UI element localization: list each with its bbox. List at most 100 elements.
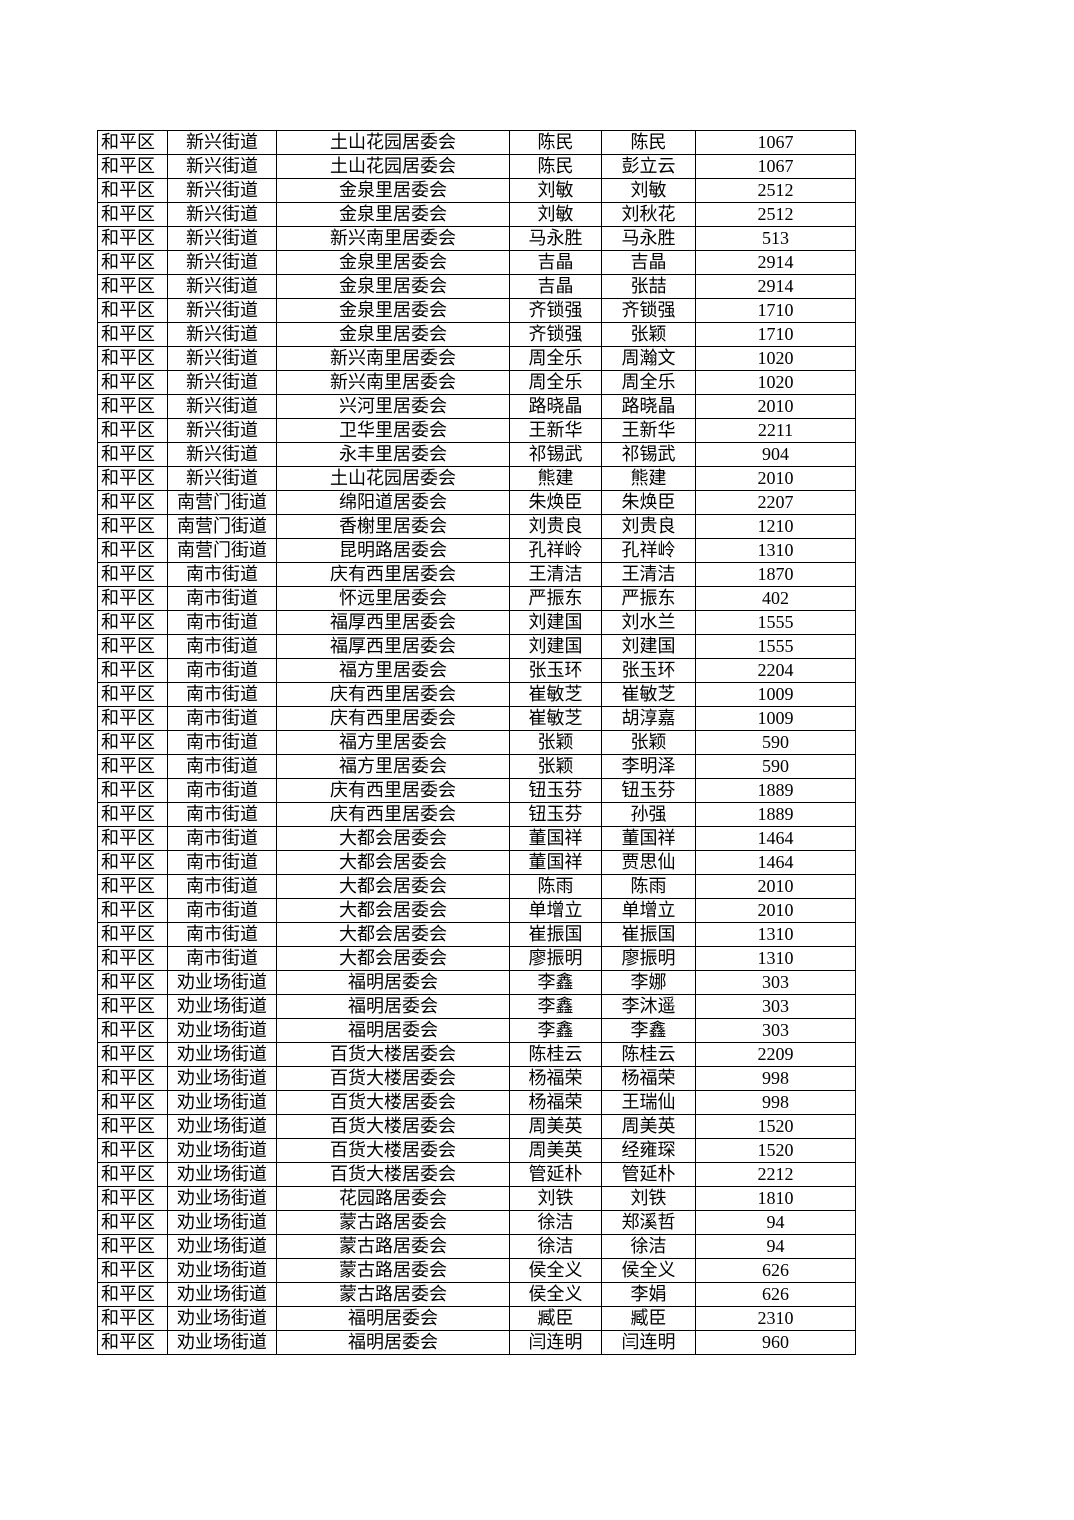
member-name-cell: 单增立 xyxy=(601,898,696,923)
number-cell: 94 xyxy=(695,1234,856,1259)
district-cell: 和平区 xyxy=(97,130,168,155)
member-name-cell: 张玉环 xyxy=(601,658,696,683)
district-cell: 和平区 xyxy=(97,1114,168,1139)
committee-cell: 福明居委会 xyxy=(276,1330,510,1355)
table-row: 和平区 新兴街道 金泉里居委会 刘敏 刘敏 2512 xyxy=(97,178,856,203)
number-cell: 1810 xyxy=(695,1186,856,1211)
member-name-cell: 齐锁强 xyxy=(601,298,696,323)
number-cell: 1889 xyxy=(695,778,856,803)
member-name-cell: 贾思仙 xyxy=(601,850,696,875)
street-cell: 劝业场街道 xyxy=(167,994,277,1019)
street-cell: 新兴街道 xyxy=(167,250,277,275)
committee-cell: 福明居委会 xyxy=(276,1018,510,1043)
head-name-cell: 张颖 xyxy=(509,730,602,755)
number-cell: 2010 xyxy=(695,898,856,923)
head-name-cell: 董国祥 xyxy=(509,826,602,851)
district-cell: 和平区 xyxy=(97,706,168,731)
committee-cell: 金泉里居委会 xyxy=(276,322,510,347)
table-row: 和平区 南市街道 怀远里居委会 严振东 严振东 402 xyxy=(97,586,856,611)
table-row: 和平区 劝业场街道 福明居委会 李鑫 李娜 303 xyxy=(97,970,856,995)
number-cell: 2914 xyxy=(695,250,856,275)
number-cell: 2512 xyxy=(695,202,856,227)
district-cell: 和平区 xyxy=(97,898,168,923)
committee-cell: 大都会居委会 xyxy=(276,898,510,923)
committee-cell: 土山花园居委会 xyxy=(276,154,510,179)
committee-cell: 福明居委会 xyxy=(276,970,510,995)
head-name-cell: 钮玉芬 xyxy=(509,802,602,827)
district-cell: 和平区 xyxy=(97,250,168,275)
district-cell: 和平区 xyxy=(97,274,168,299)
district-cell: 和平区 xyxy=(97,562,168,587)
table-row: 和平区 南营门街道 昆明路居委会 孔祥岭 孔祥岭 1310 xyxy=(97,538,856,563)
head-name-cell: 严振东 xyxy=(509,586,602,611)
member-name-cell: 张颖 xyxy=(601,322,696,347)
member-name-cell: 王清洁 xyxy=(601,562,696,587)
committee-cell: 庆有西里居委会 xyxy=(276,706,510,731)
street-cell: 劝业场街道 xyxy=(167,1114,277,1139)
table-row: 和平区 南市街道 福方里居委会 张颖 李明泽 590 xyxy=(97,754,856,779)
district-cell: 和平区 xyxy=(97,394,168,419)
table-row: 和平区 新兴街道 金泉里居委会 齐锁强 齐锁强 1710 xyxy=(97,298,856,323)
head-name-cell: 刘敏 xyxy=(509,202,602,227)
committee-cell: 大都会居委会 xyxy=(276,922,510,947)
head-name-cell: 周美英 xyxy=(509,1138,602,1163)
member-name-cell: 李明泽 xyxy=(601,754,696,779)
number-cell: 2211 xyxy=(695,418,856,443)
member-name-cell: 李娟 xyxy=(601,1282,696,1307)
number-cell: 2212 xyxy=(695,1162,856,1187)
head-name-cell: 徐洁 xyxy=(509,1210,602,1235)
head-name-cell: 崔敏芝 xyxy=(509,706,602,731)
member-name-cell: 刘秋花 xyxy=(601,202,696,227)
street-cell: 劝业场街道 xyxy=(167,1018,277,1043)
number-cell: 1009 xyxy=(695,682,856,707)
district-cell: 和平区 xyxy=(97,730,168,755)
district-cell: 和平区 xyxy=(97,346,168,371)
member-name-cell: 刘铁 xyxy=(601,1186,696,1211)
table-row: 和平区 劝业场街道 百货大楼居委会 周美英 经雍琛 1520 xyxy=(97,1138,856,1163)
head-name-cell: 王清洁 xyxy=(509,562,602,587)
head-name-cell: 杨福荣 xyxy=(509,1066,602,1091)
table-body: 和平区 新兴街道 土山花园居委会 陈民 陈民 1067 和平区 新兴街道 土山花园居委会 陈民 彭立… xyxy=(97,130,856,1355)
member-name-cell: 杨福荣 xyxy=(601,1066,696,1091)
committee-cell: 土山花园居委会 xyxy=(276,466,510,491)
head-name-cell: 吉晶 xyxy=(509,274,602,299)
table-row: 和平区 新兴街道 卫华里居委会 王新华 王新华 2211 xyxy=(97,418,856,443)
head-name-cell: 刘铁 xyxy=(509,1186,602,1211)
table-row: 和平区 南市街道 大都会居委会 廖振明 廖振明 1310 xyxy=(97,946,856,971)
district-cell: 和平区 xyxy=(97,202,168,227)
number-cell: 1464 xyxy=(695,826,856,851)
member-name-cell: 崔敏芝 xyxy=(601,682,696,707)
committee-cell: 大都会居委会 xyxy=(276,826,510,851)
district-cell: 和平区 xyxy=(97,1234,168,1259)
street-cell: 劝业场街道 xyxy=(167,1330,277,1355)
committee-cell: 新兴南里居委会 xyxy=(276,226,510,251)
district-cell: 和平区 xyxy=(97,1282,168,1307)
head-name-cell: 崔敏芝 xyxy=(509,682,602,707)
committee-cell: 蒙古路居委会 xyxy=(276,1210,510,1235)
district-cell: 和平区 xyxy=(97,754,168,779)
number-cell: 1464 xyxy=(695,850,856,875)
district-cell: 和平区 xyxy=(97,970,168,995)
table-row: 和平区 新兴街道 金泉里居委会 吉晶 张喆 2914 xyxy=(97,274,856,299)
table-row: 和平区 新兴街道 金泉里居委会 吉晶 吉晶 2914 xyxy=(97,250,856,275)
committee-cell: 新兴南里居委会 xyxy=(276,346,510,371)
street-cell: 劝业场街道 xyxy=(167,1258,277,1283)
number-cell: 1555 xyxy=(695,634,856,659)
table-row: 和平区 新兴街道 兴河里居委会 路晓晶 路晓晶 2010 xyxy=(97,394,856,419)
member-name-cell: 孙强 xyxy=(601,802,696,827)
street-cell: 劝业场街道 xyxy=(167,1186,277,1211)
street-cell: 劝业场街道 xyxy=(167,1306,277,1331)
street-cell: 新兴街道 xyxy=(167,202,277,227)
number-cell: 1067 xyxy=(695,130,856,155)
committee-cell: 金泉里居委会 xyxy=(276,250,510,275)
member-name-cell: 王新华 xyxy=(601,418,696,443)
member-name-cell: 周美英 xyxy=(601,1114,696,1139)
committee-cell: 金泉里居委会 xyxy=(276,298,510,323)
district-cell: 和平区 xyxy=(97,610,168,635)
committee-cell: 蒙古路居委会 xyxy=(276,1234,510,1259)
head-name-cell: 陈民 xyxy=(509,130,602,155)
member-name-cell: 郑溪哲 xyxy=(601,1210,696,1235)
member-name-cell: 熊建 xyxy=(601,466,696,491)
number-cell: 1710 xyxy=(695,322,856,347)
head-name-cell: 李鑫 xyxy=(509,1018,602,1043)
